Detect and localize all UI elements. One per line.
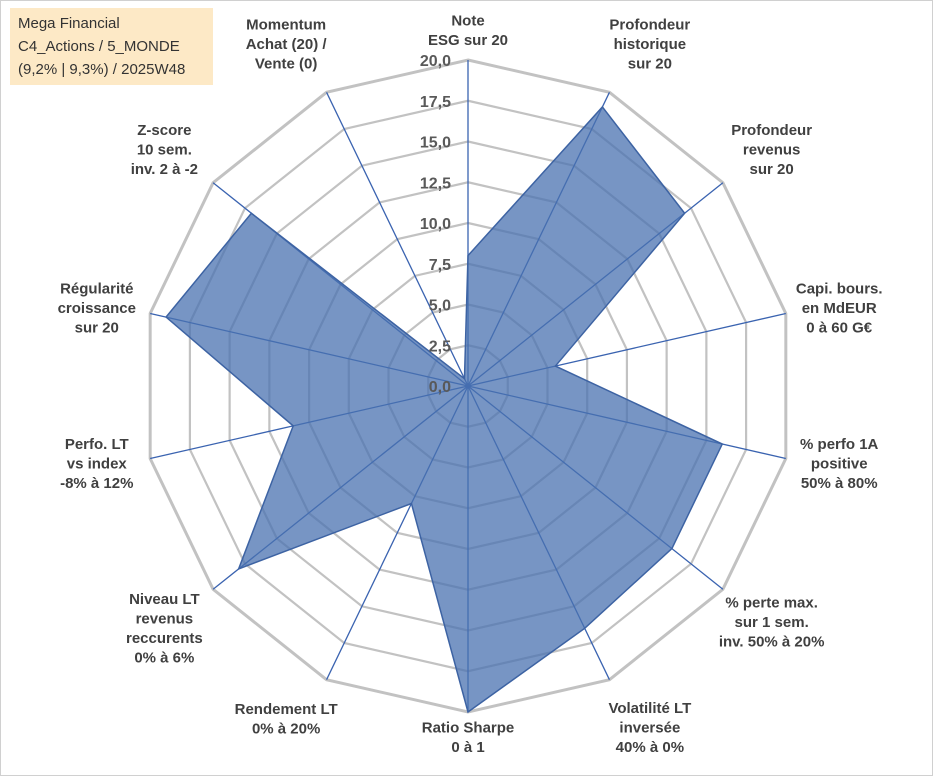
axis-label-10: Perfo. LT vs index -8% à 12%	[60, 436, 133, 492]
svg-text:% perte max.sur 1 sem.inv. 50%: % perte max. sur 1 sem. inv. 50% à 20%	[719, 595, 825, 651]
axis-label-2: Profondeur revenus sur 20	[731, 122, 812, 178]
axis-label-12: Z-score 10 sem. inv. 2 à -2	[131, 122, 198, 178]
radar-series	[165, 105, 724, 714]
axis-label-4: % perfo 1A positive 50% à 80%	[800, 436, 879, 492]
radar-tick-labels: 0,0 2,5 5,0 7,5 10,0 12,5 15,0 17,5 20,0	[420, 53, 451, 396]
axis-label-1: Profondeur historique sur 20	[609, 17, 690, 73]
axis-label-9: Niveau LT revenus reccurents 0% à 6%	[126, 591, 203, 667]
title-line-2: C4_Actions / 5_MONDE	[18, 38, 180, 55]
axis-label-0: Note ESG sur 20	[428, 13, 508, 50]
title-line-1: Mega Financial	[18, 15, 120, 32]
radar-axis-labels: Note ESG sur 20 Profondeur historique sur 20…	[58, 13, 883, 757]
tick-label-3: 7,5	[429, 257, 451, 274]
axis-label-11: Régularité croissance sur 20	[58, 280, 136, 336]
chart-title-box: Mega Financial C4_Actions / 5_MONDE (9,2…	[10, 8, 213, 85]
tick-label-6: 15,0	[420, 135, 451, 152]
series-area	[165, 105, 724, 714]
axis-label-6: Volatilité LT inversée 40% à 0%	[608, 700, 691, 756]
axis-label-3: Capi. bours. en MdEUR 0 à 60 G€	[796, 280, 883, 336]
tick-label-5: 12,5	[420, 175, 451, 192]
tick-label-8: 20,0	[420, 53, 451, 70]
spoke-13	[325, 92, 469, 387]
axis-label-5: % perte max. sur 1 sem. inv. 50% à 20%	[719, 595, 825, 651]
tick-label-1: 2,5	[429, 338, 451, 355]
svg-text:Rendement LT0% à 20%: Rendement LT 0% à 20%	[235, 701, 338, 738]
axis-label-8: Rendement LT 0% à 20%	[235, 701, 338, 738]
tick-label-0: 0,0	[429, 379, 451, 396]
title-line-3: (9,2% | 9,3%) / 2025W48	[18, 61, 186, 78]
axis-label-7: Ratio Sharpe 0 à 1	[422, 720, 515, 757]
axis-label-13: Momentum Achat (20) / Vente (0)	[246, 17, 328, 73]
tick-label-2: 5,0	[429, 298, 451, 315]
tick-label-7: 17,5	[420, 94, 451, 111]
tick-label-4: 10,0	[420, 216, 451, 233]
